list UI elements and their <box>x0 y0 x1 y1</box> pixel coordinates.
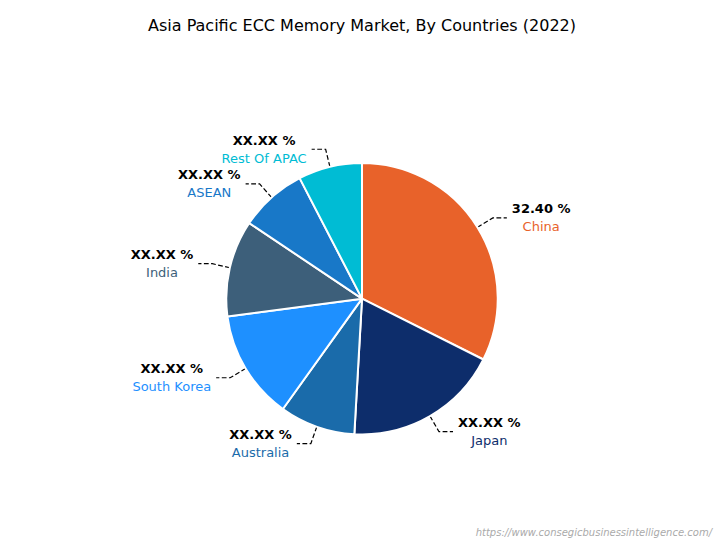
svg-text:Asia Pacific ECC Memory Market: Asia Pacific ECC Memory Market, By Count… <box>148 16 576 35</box>
svg-text:XX.XX %: XX.XX % <box>178 167 241 182</box>
svg-text:XX.XX %: XX.XX % <box>233 133 296 148</box>
svg-text:Australia: Australia <box>232 445 290 460</box>
svg-text:Japan: Japan <box>470 433 507 448</box>
svg-text:https://www.consegicbusinessin: https://www.consegicbusinessintelligence… <box>476 527 714 538</box>
svg-text:China: China <box>523 219 560 234</box>
svg-text:32.40 %: 32.40 % <box>512 201 571 216</box>
svg-text:XX.XX %: XX.XX % <box>140 361 203 376</box>
svg-text:India: India <box>146 265 178 280</box>
svg-text:XX.XX %: XX.XX % <box>131 247 194 262</box>
svg-text:South Korea: South Korea <box>132 379 211 394</box>
svg-text:XX.XX %: XX.XX % <box>458 415 521 430</box>
svg-text:XX.XX %: XX.XX % <box>229 427 292 442</box>
svg-text:ASEAN: ASEAN <box>187 185 231 200</box>
svg-text:Rest Of APAC: Rest Of APAC <box>222 151 307 166</box>
